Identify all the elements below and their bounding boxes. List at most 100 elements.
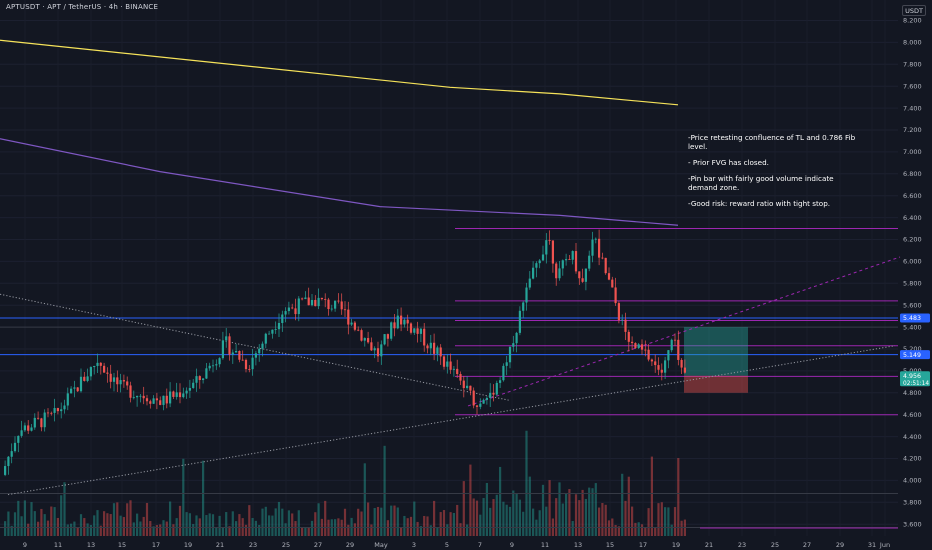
volume-bar <box>281 508 284 536</box>
candle-body <box>565 259 568 261</box>
price-axis-label: 6.400 <box>903 214 922 222</box>
candle-body <box>43 412 46 428</box>
candle-body <box>40 418 43 428</box>
candle-body <box>353 322 356 330</box>
volume-bar <box>93 515 96 536</box>
volume-bar <box>307 527 310 536</box>
volume-bar <box>660 502 663 536</box>
candle-body <box>320 297 323 300</box>
candle-body <box>139 395 142 397</box>
candle-body <box>621 319 624 321</box>
currency-badge[interactable]: USDT <box>902 5 926 16</box>
volume-bar <box>33 511 36 536</box>
time-axis-label: 15 <box>118 541 126 549</box>
volume-bar <box>155 525 158 536</box>
time-axis[interactable]: 9 11 13 15 17 19 21 23 25 27 29 May 3 5 7 9 11 13 15 17 19 21… <box>23 541 890 549</box>
candle-body <box>409 323 413 333</box>
candle-body <box>640 344 644 350</box>
candle-body <box>60 409 63 412</box>
candle-body <box>83 376 86 381</box>
symbol-title[interactable]: APTUSDT · APT / TetherUS · 4h · BINANCE <box>6 3 159 11</box>
volume-bar <box>149 520 152 536</box>
candle-body <box>664 360 667 373</box>
volume-bar <box>248 505 251 536</box>
candle-body <box>17 435 20 443</box>
time-axis-label: 29 <box>346 541 354 549</box>
candle-body <box>334 300 337 309</box>
time-axis-label: 29 <box>836 541 844 549</box>
price-tag <box>900 371 930 387</box>
volume-bar <box>680 520 683 536</box>
candle-body <box>574 251 578 272</box>
moving-average-line <box>0 138 679 226</box>
candle-body <box>581 278 584 282</box>
volume-bar <box>70 523 73 536</box>
candle-body <box>27 425 30 431</box>
volume-bar <box>37 521 40 536</box>
volume-bar <box>482 498 485 536</box>
volume-bar <box>502 501 505 536</box>
volume-bar <box>588 487 591 536</box>
volume-bar <box>238 514 241 536</box>
candle-body <box>185 390 188 394</box>
candle-body <box>89 367 92 377</box>
volume-bar <box>469 464 472 536</box>
candle-body <box>667 350 670 361</box>
volume-bar <box>53 507 56 536</box>
candle-body <box>475 405 479 407</box>
candle-body <box>324 299 327 300</box>
time-axis-label: 21 <box>705 541 713 549</box>
volume-bar <box>409 516 413 536</box>
candle-body <box>673 339 677 341</box>
volume-bar <box>284 523 287 536</box>
candle-body <box>99 362 102 366</box>
time-axis-label: 11 <box>54 541 62 549</box>
candle-body <box>287 307 290 312</box>
volume-bar <box>677 458 680 536</box>
candle-body <box>647 349 650 360</box>
candle-body <box>456 368 459 374</box>
candle-body <box>188 387 191 391</box>
position-target-zone <box>684 327 748 376</box>
candle-body <box>178 392 182 398</box>
time-axis-label: 13 <box>574 541 582 549</box>
candle-body <box>416 328 419 334</box>
trendline <box>467 256 901 407</box>
candle-body <box>617 303 620 321</box>
volume-bar <box>584 498 587 536</box>
volume-bar <box>122 517 125 536</box>
time-axis-label: 19 <box>184 541 192 549</box>
volume-bar <box>456 504 459 536</box>
candle-body <box>535 263 538 268</box>
candle-body <box>657 365 660 370</box>
volume-bar <box>231 511 234 536</box>
annotation-line: -Pin bar with fairly good volume indicat… <box>688 173 834 192</box>
candle-body <box>172 391 175 397</box>
candle-body <box>264 333 267 344</box>
candle-body <box>426 345 429 349</box>
volume-bar <box>169 501 172 536</box>
volume-bar <box>225 512 228 536</box>
candle-body <box>548 240 551 241</box>
candle-body <box>624 319 627 332</box>
volume-bar <box>571 521 574 536</box>
candle-body <box>221 340 224 359</box>
price-axis[interactable]: 8.200 8.000 7.800 7.600 7.400 7.200 7.000 6.800… <box>903 17 922 529</box>
candle-body <box>370 342 373 351</box>
candle-body <box>297 298 300 315</box>
volume-bar <box>429 525 432 536</box>
volume-bar <box>617 526 620 536</box>
volume-bar <box>317 503 320 536</box>
candle-body <box>578 271 581 279</box>
time-axis-label: 27 <box>803 541 811 549</box>
candle-body <box>670 339 673 351</box>
candle-body <box>449 361 452 370</box>
long-position-tool[interactable] <box>684 327 748 393</box>
time-axis-label: 5 <box>445 541 449 549</box>
candle-body <box>429 342 432 349</box>
volume-bar <box>304 527 307 536</box>
volume-bar <box>10 525 13 536</box>
volume-bar <box>297 510 300 536</box>
volume-bar <box>159 524 162 536</box>
